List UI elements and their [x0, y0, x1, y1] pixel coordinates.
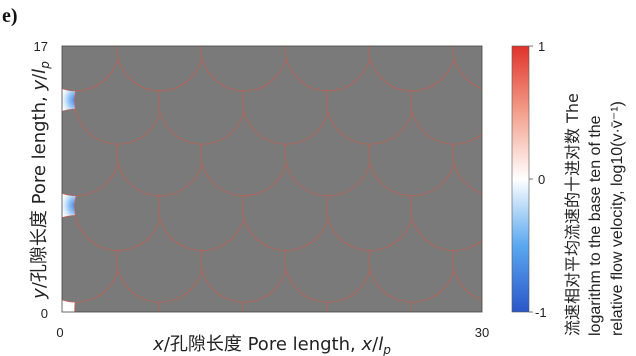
y-axis-label-l: l — [29, 69, 50, 74]
colorbar-label-line-3: relative flow velocity, log10(v·v̄⁻¹) — [609, 101, 626, 336]
panel-label: e) — [2, 5, 18, 27]
grain — [116, 46, 204, 92]
x-axis-label-text: /孔隙长度 Pore length, — [164, 334, 362, 355]
y-axis-label: y/孔隙长度 Pore length, y/lp — [29, 61, 52, 300]
colorbar: 1 0 -1 流速相对平均流速的十进对数 The logarithm to th… — [511, 39, 626, 336]
x-axis-label-l: l — [378, 334, 383, 355]
grain — [452, 46, 482, 89]
x-tick-30: 30 — [475, 325, 489, 340]
grain — [368, 46, 456, 92]
fast-flow-throat — [478, 193, 482, 218]
plot-area — [61, 45, 483, 313]
x-tick-0: 0 — [56, 325, 63, 340]
colorbar-tick-label-max: 1 — [538, 39, 545, 54]
colorbar-tick-label-min: -1 — [535, 305, 547, 320]
x-axis-label-var2: x — [360, 334, 372, 355]
y-tick-17: 17 — [34, 39, 48, 54]
x-axis-label: x/孔隙长度 Pore length, x/lp — [152, 334, 391, 356]
grain — [284, 46, 372, 92]
x-axis-label-sub: p — [382, 343, 391, 356]
y-tick-0: 0 — [41, 306, 48, 321]
y-axis-label-sep: / — [29, 73, 50, 80]
fast-flow-throat — [478, 88, 482, 112]
colorbar-label-line-1: 流速相对平均流速的十进对数 The — [563, 93, 582, 336]
x-axis-label-var: x — [152, 334, 164, 355]
y-axis-label-text: /孔隙长度 Pore length, — [29, 91, 50, 289]
y-axis-label-var2: y — [29, 80, 50, 92]
grain — [200, 46, 288, 92]
colorbar-tick-label-zero: 0 — [538, 172, 545, 187]
y-axis-label-var: y — [29, 288, 50, 300]
y-axis-label-sub: p — [38, 61, 52, 70]
colorbar-label-line-2: logarithm to the base ten of the — [587, 115, 604, 336]
x-axis-label-sep: / — [372, 334, 379, 355]
colorbar-gradient — [511, 45, 530, 313]
plot-frame — [61, 45, 483, 313]
grain-layer — [62, 46, 482, 312]
